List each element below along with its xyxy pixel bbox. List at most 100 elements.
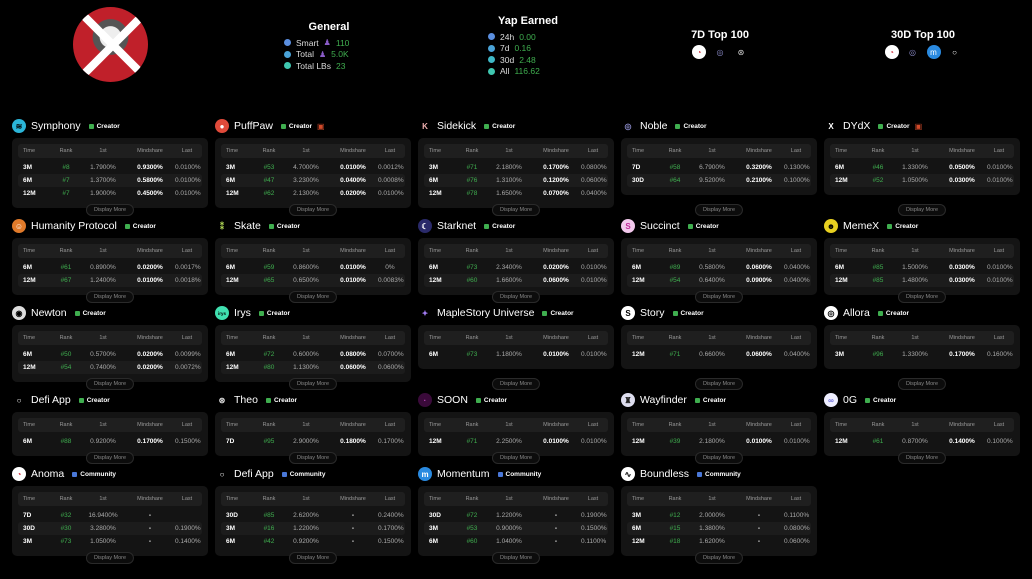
project-name[interactable]: Newton (31, 307, 67, 319)
project-name[interactable]: Anoma (31, 468, 65, 480)
badge-square-icon (268, 223, 274, 229)
display-more-button[interactable]: Display More (694, 552, 744, 564)
display-more-button[interactable]: Display More (85, 378, 135, 390)
column-header: Rank (262, 422, 276, 428)
display-more-button[interactable]: Display More (85, 204, 135, 216)
column-header: Mindshare (949, 422, 975, 428)
badge-label: Creator (288, 122, 313, 130)
display-more-button[interactable]: Display More (491, 452, 541, 464)
yap-stat-value: 0.00 (519, 31, 536, 42)
role-badge: Creator (78, 397, 110, 404)
column-header: Rank (59, 496, 73, 502)
cell-time: 30D (429, 512, 441, 519)
table-header: Time Rank 1st Mindshare Last (830, 331, 1014, 345)
cell-time: 12M (23, 190, 36, 197)
cell-first: 2.0000% (699, 512, 725, 519)
noble-icon: ◎ (624, 121, 632, 131)
gift-icon[interactable]: ▣ (914, 121, 923, 131)
defi-app-icon[interactable]: ○ (952, 47, 957, 57)
column-header: Last (587, 148, 599, 154)
cell-last: 0.0400% (784, 351, 810, 358)
display-more-button[interactable]: Display More (694, 291, 744, 303)
project-name[interactable]: Irys (234, 307, 251, 319)
display-more-button[interactable]: Display More (288, 291, 338, 303)
display-more-button[interactable]: Display More (491, 291, 541, 303)
project-name[interactable]: Skate (234, 220, 261, 232)
display-more-button[interactable]: Display More (491, 378, 541, 390)
display-more-button[interactable]: Display More (897, 204, 947, 216)
project-name[interactable]: Defi App (234, 468, 274, 480)
display-more-button[interactable]: Display More (288, 378, 338, 390)
stats-table: Time Rank 1st Mindshare Last 7D #32 16.9400% -30… (12, 486, 208, 556)
cell-first: 1.3700% (90, 177, 116, 184)
project-name[interactable]: 0G (843, 394, 858, 406)
display-more-button[interactable]: Display More (85, 452, 135, 464)
badge-square-icon (88, 123, 94, 129)
project-name[interactable]: DYdX (843, 120, 871, 132)
display-more-button[interactable]: Display More (288, 552, 338, 564)
card-title: ○ Defi App Creator (12, 392, 208, 408)
general-stat-total: Total ♟ 5.0K (284, 49, 374, 61)
display-more-button[interactable]: Display More (491, 552, 541, 564)
project-card: ⊛ Theo Creator Time Rank 1st Mindshare Last 7D #9… (215, 392, 411, 466)
display-more-button[interactable]: Display More (897, 452, 947, 464)
column-header: Mindshare (340, 422, 366, 428)
project-name[interactable]: Symphony (31, 120, 81, 132)
column-header: Time (632, 422, 645, 428)
project-name[interactable]: Theo (234, 394, 258, 406)
display-more-button[interactable]: Display More (491, 204, 541, 216)
project-name[interactable]: Allora (843, 307, 870, 319)
column-header: Mindshare (746, 335, 772, 341)
project-name[interactable]: PuffPaw (234, 120, 273, 132)
display-more-button[interactable]: Display More (85, 552, 135, 564)
cell-first: 2.3400% (496, 264, 522, 271)
noble-icon[interactable]: ◎ (909, 47, 916, 57)
project-name[interactable]: Wayfinder (640, 394, 687, 406)
project-name[interactable]: Succinct (640, 220, 680, 232)
cell-time: 6M (429, 264, 439, 271)
project-name[interactable]: Noble (640, 120, 668, 132)
table-row: 30D #64 9.5200% 0.2100% 0.1000% (627, 174, 811, 187)
cell-rank: #53 (263, 164, 275, 171)
project-name[interactable]: Story (640, 307, 665, 319)
project-name[interactable]: MapleStory Universe (437, 307, 535, 319)
momentum-icon[interactable]: m (926, 45, 941, 59)
display-more-button[interactable]: Display More (288, 452, 338, 464)
project-name[interactable]: Sidekick (437, 120, 477, 132)
project-name[interactable]: Starknet (437, 220, 477, 232)
cell-first: 1.0500% (90, 538, 116, 545)
noble-icon[interactable]: ◎ (716, 47, 724, 57)
cell-first: 0.8900% (90, 264, 116, 271)
display-more-button[interactable]: Display More (85, 291, 135, 303)
theo-icon[interactable]: ⊛ (737, 47, 745, 57)
display-more-button[interactable]: Display More (694, 204, 744, 216)
anoma-icon[interactable]: ◔ (884, 45, 899, 59)
cell-first: 1.9000% (90, 190, 116, 197)
gift-icon[interactable]: ▣ (317, 121, 325, 131)
cell-rank: #85 (872, 264, 884, 271)
cell-time: 6M (835, 164, 845, 171)
stats-table: Time Rank 1st Mindshare Last 6M #46 1.3300% 0.05… (824, 138, 1020, 195)
stats-table: Time Rank 1st Mindshare Last 3M #8 1.7900% 0.930… (12, 138, 208, 208)
project-name[interactable]: Humanity Protocol (31, 220, 117, 232)
project-name[interactable]: SOON (437, 394, 468, 406)
display-more-button[interactable]: Display More (897, 378, 947, 390)
cell-first: 2.6200% (293, 512, 319, 519)
user-avatar[interactable] (73, 7, 148, 82)
cell-first: 1.3300% (902, 351, 928, 358)
display-more-button[interactable]: Display More (694, 452, 744, 464)
cell-time: 6M (429, 538, 439, 545)
display-more-button[interactable]: Display More (897, 291, 947, 303)
project-name[interactable]: MemeX (843, 220, 880, 232)
project-name[interactable]: Defi App (31, 394, 71, 406)
cell-first: 2.1800% (496, 164, 522, 171)
project-name[interactable]: Boundless (640, 468, 690, 480)
display-more-button[interactable]: Display More (288, 204, 338, 216)
anoma-icon[interactable]: ◔ (692, 45, 706, 59)
cell-rank: #12 (669, 512, 681, 519)
project-name[interactable]: Momentum (437, 468, 490, 480)
status-dot-icon (284, 50, 291, 58)
display-more-button[interactable]: Display More (694, 378, 744, 390)
project-card: ∞ 0G Creator Time Rank 1st Mindshare Last 12M #61… (824, 392, 1020, 466)
project-card: ☻ MemeX Creator Time Rank 1st Mindshare Last 6M #… (824, 218, 1020, 305)
